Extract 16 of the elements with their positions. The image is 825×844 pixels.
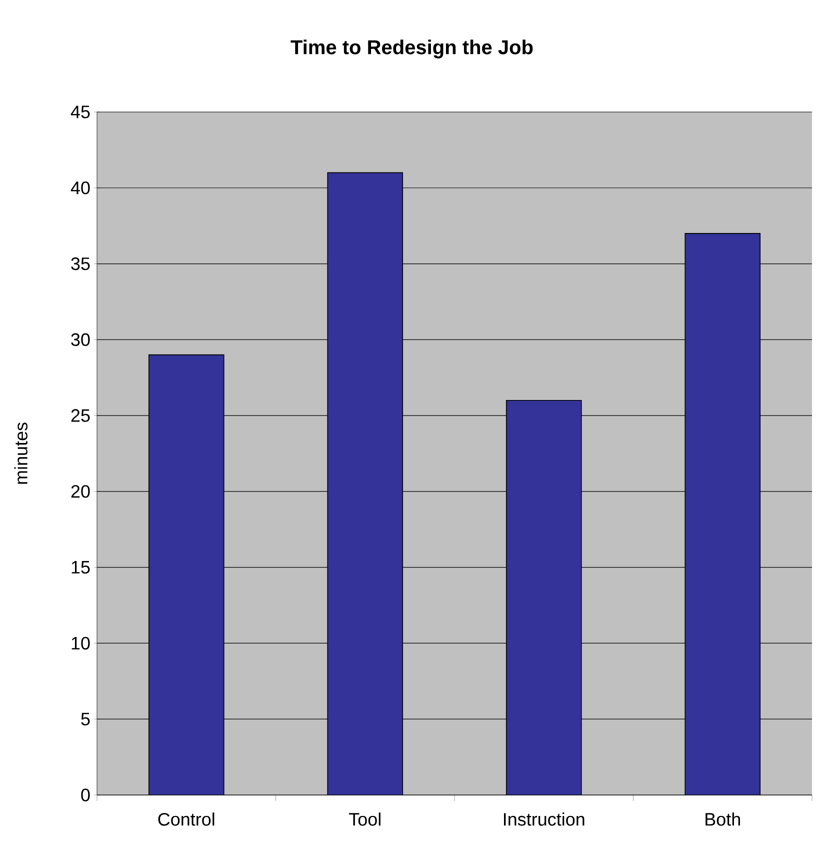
y-tick-label: 25 <box>71 409 90 422</box>
y-tick-label: 20 <box>71 485 90 498</box>
y-tick-label: 45 <box>70 106 90 118</box>
x-tick-label: Tool <box>349 812 380 826</box>
y-tick-label: 10 <box>72 636 90 650</box>
x-tick-label: Control <box>158 812 214 826</box>
x-tick-label: Instruction <box>504 812 584 826</box>
y-tick-label: 40 <box>70 182 90 194</box>
y-tick-label: 0 <box>81 788 90 802</box>
y-axis-title: minutes <box>14 422 28 484</box>
chart-title: Time to Redesign the Job <box>290 40 533 58</box>
y-tick-label: 35 <box>71 257 90 270</box>
y-tick-label: 30 <box>71 333 90 346</box>
x-tick-label: Both <box>706 812 740 826</box>
y-tick-label: 5 <box>81 712 90 726</box>
y-tick-label: 15 <box>72 561 90 574</box>
